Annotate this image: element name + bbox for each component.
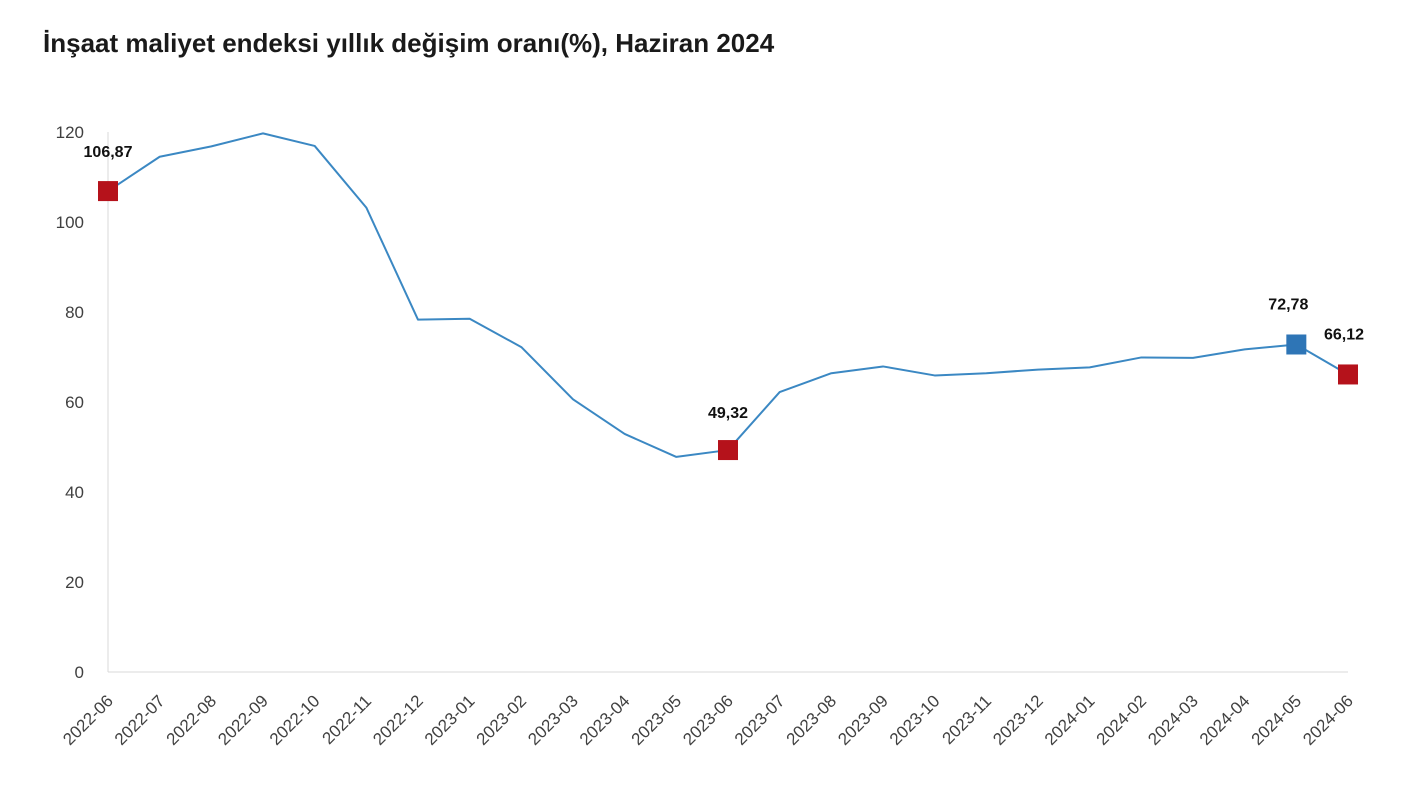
y-tick-label: 60 [65,393,84,412]
x-tick-label: 2022-08 [163,691,221,749]
data-label: 72,78 [1268,296,1308,313]
x-tick-label: 2023-03 [524,691,582,749]
x-tick-label: 2024-03 [1144,691,1202,749]
x-tick-label: 2022-06 [59,691,117,749]
x-tick-label: 2022-12 [369,691,427,749]
y-tick-label: 80 [65,303,84,322]
x-tick-label: 2023-10 [886,691,944,749]
x-tick-label: 2023-12 [989,691,1047,749]
x-tick-label: 2024-04 [1196,691,1254,749]
x-tick-label: 2024-01 [1041,691,1099,749]
data-labels: 106,87 49,32 72,78 66,12 [84,144,1365,422]
data-label: 106,87 [84,144,133,161]
x-axis: 2022-062022-072022-082022-092022-102022-… [59,671,1357,749]
x-tick-label: 2023-08 [783,691,841,749]
x-tick-label: 2024-02 [1093,691,1151,749]
highlight-markers [98,181,1358,461]
x-tick-label: 2022-11 [318,691,375,748]
data-label: 66,12 [1324,326,1364,343]
y-tick-label: 0 [75,663,84,682]
x-tick-label: 2023-07 [731,691,789,749]
highlight-marker [718,440,738,461]
x-tick-label: 2023-02 [473,691,531,749]
x-tick-label: 2023-06 [679,691,737,749]
x-tick-label: 2022-10 [266,691,324,749]
y-tick-label: 100 [56,213,84,232]
y-tick-label: 40 [65,483,84,502]
x-tick-label: 2023-04 [576,691,634,749]
y-axis: 0 20 40 60 80 100 120 [56,123,109,682]
x-tick-label: 2023-05 [628,691,686,749]
x-tick-label: 2024-05 [1248,691,1306,749]
x-tick-label: 2023-11 [938,691,995,748]
chart-title: İnşaat maliyet endeksi yıllık değişim or… [43,28,775,58]
highlight-marker [1338,364,1358,385]
x-tick-label: 2022-09 [214,691,272,749]
y-tick-label: 20 [65,573,84,592]
x-tick-label: 2023-01 [421,691,479,749]
highlight-marker [98,181,118,202]
y-tick-label: 120 [56,123,84,142]
data-label: 49,32 [708,405,748,422]
x-tick-label: 2024-06 [1299,691,1357,749]
x-tick-label: 2022-07 [111,691,169,749]
x-tick-label: 2023-09 [834,691,892,749]
highlight-marker [1286,334,1307,355]
